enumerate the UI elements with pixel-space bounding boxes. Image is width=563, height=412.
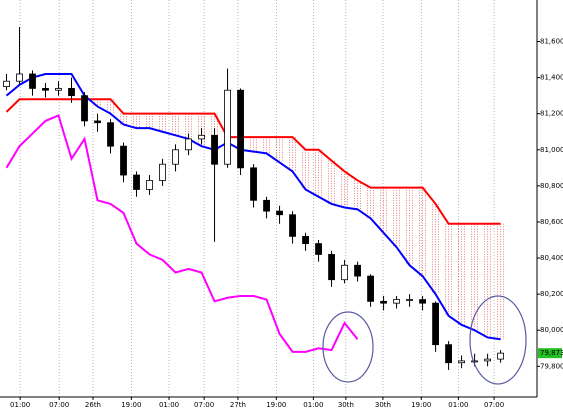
candle-body xyxy=(3,80,10,88)
candle-body xyxy=(250,167,257,201)
x-tick-label: 19:00 xyxy=(266,401,286,409)
candle-body xyxy=(484,358,491,362)
candle-body xyxy=(68,88,75,97)
highlight-circle xyxy=(469,295,527,385)
y-tick-label: 80,400 xyxy=(540,254,563,262)
candle-body xyxy=(16,73,23,82)
candle-body xyxy=(185,138,192,151)
candle-body xyxy=(263,199,270,212)
candle-body xyxy=(159,163,166,181)
axes: 01:00 07:00 26th 19:00 01:00 07:00 27th 19:00 01… xyxy=(10,38,563,409)
y-tick-label: 80,800 xyxy=(540,182,563,190)
grid xyxy=(19,0,495,397)
x-tick-label: 01:00 xyxy=(159,401,179,409)
candle-body xyxy=(315,243,322,255)
candle-body xyxy=(55,88,62,91)
candle-body xyxy=(289,214,296,237)
x-tick-label: 01:00 xyxy=(303,401,323,409)
y-tick-label: 81,000 xyxy=(540,146,563,154)
indicator-line xyxy=(5,72,501,341)
y-tick-label: 81,200 xyxy=(540,110,563,118)
candle-body xyxy=(276,210,283,216)
candle-body xyxy=(445,344,452,364)
candle-body xyxy=(198,134,205,140)
x-tick-label: 19:00 xyxy=(121,401,141,409)
candle-body xyxy=(328,254,335,281)
x-tick-label: 26th xyxy=(85,401,101,409)
y-tick-label: 80,000 xyxy=(540,326,563,334)
candle-body xyxy=(367,275,374,302)
x-tick-label: 30th xyxy=(338,401,354,409)
candle-body xyxy=(237,89,244,169)
x-tick-label: 01:00 xyxy=(448,401,468,409)
y-tick-label: 79,800 xyxy=(540,362,563,370)
candle-body xyxy=(94,120,101,124)
candle-body xyxy=(42,88,49,91)
highlight-circle xyxy=(322,311,374,383)
x-tick-label: 19:00 xyxy=(411,401,431,409)
last-price-box xyxy=(538,348,562,359)
candle-body xyxy=(172,149,179,165)
candle-body xyxy=(211,134,218,165)
candle-body xyxy=(341,264,348,281)
y-tick-label: 80,600 xyxy=(540,218,563,226)
y-tick-label: 81,600 xyxy=(540,38,563,46)
candle-body xyxy=(354,264,361,277)
candle-body xyxy=(419,299,426,304)
candle-body xyxy=(380,300,387,304)
candle-body xyxy=(133,174,140,190)
y-tick-label: 81,400 xyxy=(540,74,563,82)
candle-body xyxy=(29,73,36,89)
candle-body xyxy=(432,302,439,346)
candle-body xyxy=(406,299,413,301)
candle-body xyxy=(120,145,127,176)
x-tick-label: 07:00 xyxy=(49,401,69,409)
candle-body xyxy=(302,235,309,245)
candle-body xyxy=(458,360,465,364)
candle-body xyxy=(81,95,88,122)
candle-body xyxy=(146,180,153,190)
y-tick-label: 80,200 xyxy=(540,290,563,298)
candle-body xyxy=(471,360,478,363)
candles xyxy=(3,27,504,370)
indicator-lines xyxy=(5,72,501,353)
candle-body xyxy=(224,89,231,165)
x-tick-label: 30th xyxy=(375,401,391,409)
candle-body xyxy=(393,299,400,304)
candle-body xyxy=(107,122,114,147)
x-tick-label: 07:00 xyxy=(194,401,214,409)
candle-body xyxy=(497,352,504,360)
x-tick-label: 27th xyxy=(230,401,246,409)
indicator-line xyxy=(5,114,359,353)
x-tick-label: 01:00 xyxy=(10,401,30,409)
x-tick-label: 07:00 xyxy=(484,401,504,409)
last-price-label: 79,873 xyxy=(540,349,563,357)
